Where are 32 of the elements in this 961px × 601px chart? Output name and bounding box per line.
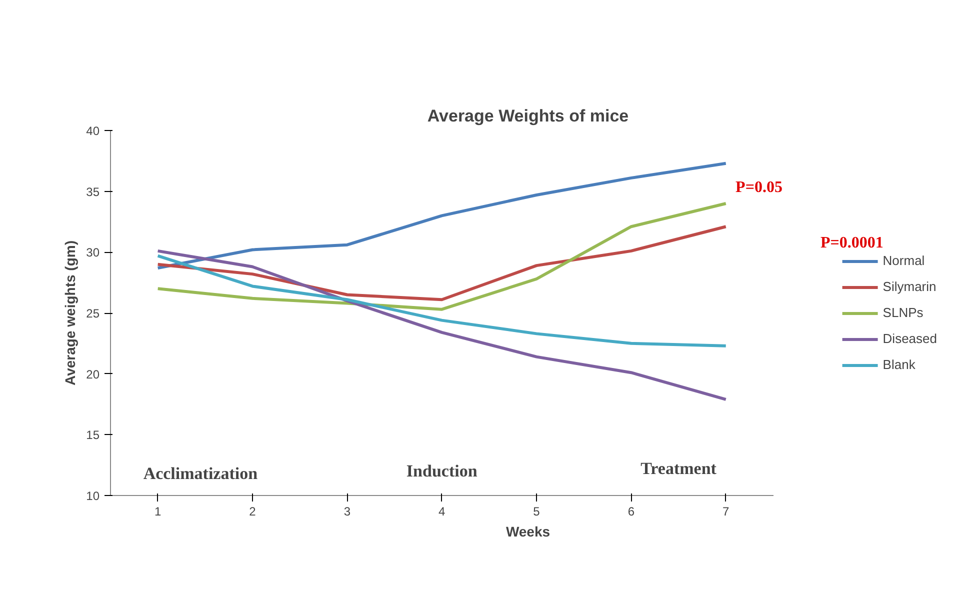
- y-tick-label: 35: [86, 184, 100, 199]
- x-tick-label: 2: [249, 504, 256, 518]
- x-tick-label: 5: [533, 504, 540, 518]
- legend-label: SLNPs: [882, 305, 924, 320]
- legend-label: Silymarin: [882, 279, 936, 294]
- x-tick-label: 4: [438, 504, 446, 518]
- y-tick-label: 40: [86, 124, 100, 138]
- chart-title: Average Weights of mice: [427, 106, 629, 126]
- annotation: Induction: [406, 462, 478, 481]
- x-tick-label: 3: [344, 504, 351, 518]
- legend-label: Normal: [882, 253, 925, 268]
- x-tick-label: 6: [628, 504, 635, 518]
- y-axis-title: Average weights (gm): [62, 240, 78, 386]
- line-series: [156, 249, 728, 401]
- line-series: [156, 254, 728, 348]
- line-series: [156, 202, 728, 311]
- y-tick-label: 30: [86, 246, 100, 260]
- line-series: [156, 162, 728, 270]
- y-tick-label: 15: [86, 428, 100, 442]
- legend-label: Diseased: [882, 331, 937, 346]
- annotation: Acclimatization: [143, 464, 258, 484]
- y-tick-label: 25: [86, 306, 100, 320]
- x-axis-title: Weeks: [506, 524, 550, 540]
- y-tick-label: 20: [86, 367, 100, 382]
- annotation: Treatment: [640, 458, 717, 478]
- line-series: [156, 225, 728, 302]
- text: P=0.0001: [820, 234, 884, 252]
- legend-label: Blank: [882, 357, 916, 372]
- annotation: P=0.05: [736, 179, 782, 196]
- x-tick-label: 7: [722, 504, 730, 518]
- y-tick-label: 10: [86, 489, 100, 503]
- x-tick-label: 1: [154, 504, 162, 518]
